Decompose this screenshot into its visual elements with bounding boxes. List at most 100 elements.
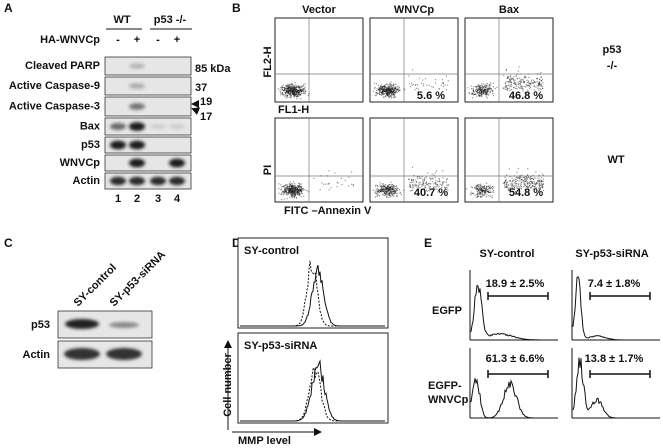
dot [389,187,392,189]
dot [510,82,512,84]
dot [488,87,490,89]
dot [411,189,414,191]
dot [445,75,447,77]
dot [507,188,509,191]
dot [290,90,292,92]
dot [300,196,302,198]
dot [285,187,287,189]
dot [486,97,488,99]
dot [483,90,485,92]
dot [491,195,493,197]
dot [525,186,527,188]
dot [520,186,522,188]
dot [284,87,286,89]
dot [299,88,301,90]
dot [504,186,506,188]
dot [391,93,393,95]
dot [421,184,423,186]
dot [530,83,532,86]
dot [307,94,310,96]
dot [482,91,484,93]
dot [527,182,529,184]
dot [485,190,487,192]
dot [480,187,482,189]
dot [385,190,387,192]
dot [284,193,286,195]
dot [422,79,424,81]
dot [482,186,484,188]
dot [297,185,299,188]
dot [503,181,506,183]
dot [388,92,390,94]
row-label: WT [607,154,624,166]
dot [528,176,530,178]
dot [514,79,516,81]
dot [422,85,425,87]
dot [300,92,302,94]
dot [505,185,507,187]
dot [398,189,400,191]
dot [514,84,516,86]
dot [392,188,394,190]
dot [507,80,509,82]
dot [484,189,486,191]
dot [297,96,299,98]
dot [286,95,288,97]
dot [423,189,425,191]
dot [526,183,529,185]
dot [525,178,527,180]
dot [280,188,282,190]
dot [389,95,391,97]
band [129,140,145,150]
dot [541,75,543,78]
dot [390,95,392,97]
dot [395,86,397,88]
dot [302,187,304,189]
dot [442,79,444,81]
dot [522,79,524,81]
dot [538,82,540,85]
dot [394,96,397,98]
dot [294,85,296,87]
dot [506,89,509,91]
dot [284,88,286,90]
dot [441,187,443,189]
dot [530,82,532,85]
dot [381,185,383,188]
column-header: Bax [499,4,520,16]
dot [484,188,487,191]
dot [415,184,417,186]
dot [399,191,401,193]
dot [482,192,484,194]
dot [421,185,423,187]
dot [481,95,483,98]
dot [515,85,517,87]
dot [378,86,380,89]
dot [470,186,472,188]
dot [385,184,387,186]
dot [294,188,296,190]
dot [286,90,288,92]
dot [381,193,383,196]
dot [521,81,523,83]
dot [426,190,428,192]
dot [437,184,439,186]
dot [488,88,490,90]
dot [292,84,294,86]
dot [300,190,302,192]
dot [532,82,534,84]
dot [396,192,398,194]
dot [379,184,381,186]
dot [291,82,293,84]
dot [377,89,379,91]
dot [378,94,381,96]
dot [538,185,541,187]
dot [390,86,392,88]
dot [394,190,396,192]
dot [388,191,390,193]
dot [296,191,299,193]
dot [409,182,411,184]
dot [529,83,531,85]
dot [511,77,513,80]
dot [489,83,491,85]
